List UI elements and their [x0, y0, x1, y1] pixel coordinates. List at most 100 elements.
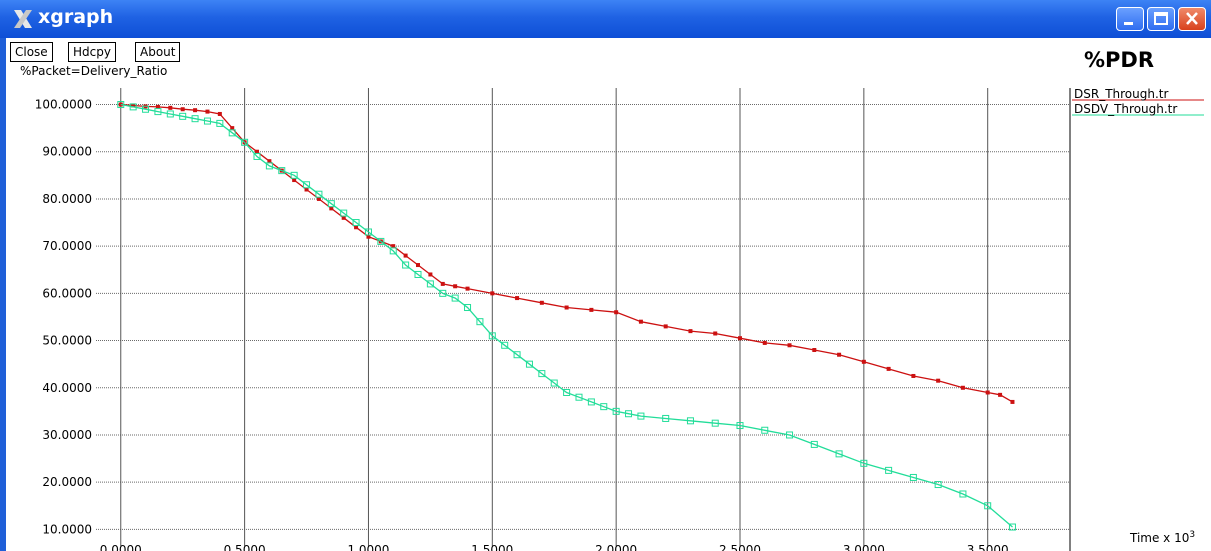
minimize-icon: [1124, 22, 1133, 25]
data-point: [837, 352, 842, 357]
data-point: [255, 149, 259, 154]
data-point: [453, 284, 458, 289]
data-point: [278, 167, 286, 175]
data-point: [451, 294, 459, 302]
data-point: [476, 318, 484, 326]
data-point: [600, 403, 608, 411]
data-point: [377, 237, 385, 245]
data-point: [193, 108, 198, 113]
data-point: [513, 351, 521, 359]
data-point: [1010, 399, 1015, 404]
y-tick-label: 40.0000: [42, 381, 92, 395]
x-tick-label: 1.5000: [471, 543, 513, 551]
x-tick-label: 3.5000: [967, 543, 1009, 551]
data-point: [625, 410, 633, 418]
data-point: [587, 398, 595, 406]
data-point: [464, 304, 472, 312]
x-tick-label: 0.0000: [100, 543, 142, 551]
data-point: [688, 329, 693, 334]
data-point: [228, 129, 236, 137]
hdcpy-button[interactable]: Hdcpy: [68, 42, 116, 62]
data-point: [860, 459, 868, 467]
close-window-button[interactable]: [1178, 7, 1206, 31]
data-point: [230, 126, 235, 131]
data-point: [638, 319, 643, 324]
data-point: [426, 280, 434, 288]
data-point: [179, 112, 187, 120]
maximize-button[interactable]: [1147, 7, 1175, 31]
data-point: [835, 450, 843, 458]
data-point: [886, 366, 891, 371]
series-line-2: [120, 103, 1013, 528]
close-button[interactable]: Close: [10, 42, 53, 62]
data-series: [117, 101, 1016, 531]
legend-label: DSDV_Through.tr: [1074, 102, 1177, 116]
window-titlebar[interactable]: xgraph: [0, 0, 1211, 38]
series-line-1: [120, 103, 1013, 403]
data-point: [129, 103, 137, 111]
x-tick-label: 3.0000: [843, 543, 885, 551]
data-point: [501, 341, 509, 349]
data-point: [985, 390, 990, 395]
y-tick-label: 100.0000: [35, 98, 92, 112]
data-point: [911, 373, 916, 378]
data-point: [402, 261, 410, 269]
close-icon: [1186, 12, 1198, 25]
data-point: [354, 225, 359, 230]
data-point: [564, 305, 569, 310]
y-tick-label: 30.0000: [42, 428, 92, 442]
data-point: [118, 102, 123, 107]
data-point: [934, 481, 942, 489]
plot-background: [6, 82, 1211, 551]
data-point: [662, 414, 670, 422]
minimize-button[interactable]: [1116, 7, 1144, 31]
y-tick-label: 20.0000: [42, 475, 92, 489]
data-point: [589, 307, 594, 312]
data-point: [909, 473, 917, 481]
data-point: [762, 340, 767, 345]
data-point: [686, 417, 694, 425]
data-point: [203, 117, 211, 125]
data-point: [786, 431, 794, 439]
data-point: [154, 108, 162, 116]
data-point: [340, 209, 348, 217]
data-point: [117, 101, 125, 109]
data-point: [241, 138, 249, 146]
data-point: [810, 440, 818, 448]
data-point: [303, 181, 311, 189]
legend-label: DSR_Through.tr: [1074, 87, 1168, 101]
y-axis-label: %Packet=Delivery_Ratio: [20, 64, 168, 78]
data-point: [563, 388, 571, 396]
data-point: [812, 348, 817, 353]
x-axis-label: Time x 103: [1129, 530, 1195, 545]
data-point: [736, 422, 744, 430]
data-point: [366, 234, 371, 239]
data-point: [205, 109, 210, 114]
data-point: [217, 111, 222, 116]
data-point: [490, 291, 495, 296]
data-point: [341, 215, 346, 220]
data-point: [439, 289, 447, 297]
data-point: [440, 281, 445, 286]
data-point: [637, 412, 645, 420]
about-button[interactable]: About: [135, 42, 181, 62]
chart-title: %PDR: [1084, 48, 1155, 72]
x-logo-icon: [14, 10, 32, 28]
window-title: xgraph: [38, 6, 114, 28]
x-tick-label: 2.0000: [595, 543, 637, 551]
data-point: [575, 393, 583, 401]
y-tick-label: 90.0000: [42, 145, 92, 159]
data-point: [538, 370, 546, 378]
x-tick-labels: 0.0000 0.5000 1.0000 1.5000 2.0000 2.5000 3.00…: [100, 543, 1009, 551]
y-tick-labels: 10.0000 20.0000 30.0000 40.0000 50.0000 60.00…: [35, 98, 92, 537]
data-point: [142, 105, 150, 113]
data-point: [316, 196, 321, 201]
x-tick-label: 1.0000: [347, 543, 389, 551]
data-point: [1008, 523, 1016, 531]
data-point: [936, 378, 941, 383]
data-point: [329, 206, 334, 211]
data-point: [216, 119, 224, 127]
data-point: [960, 385, 965, 390]
